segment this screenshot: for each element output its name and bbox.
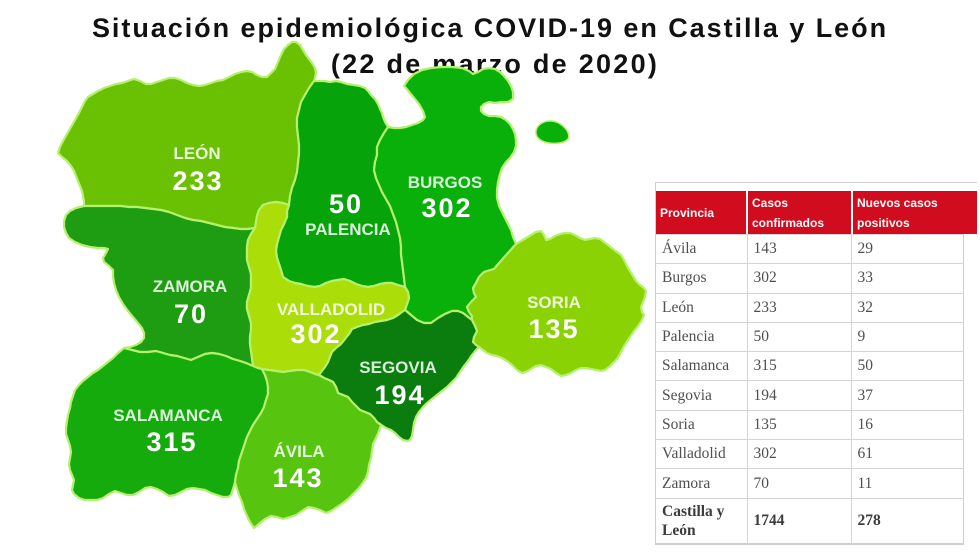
- svg-text:SEGOVIA: SEGOVIA: [359, 358, 436, 377]
- svg-text:ÁVILA: ÁVILA: [274, 442, 325, 461]
- svg-text:SORIA: SORIA: [527, 293, 581, 312]
- svg-text:50: 50: [329, 189, 363, 219]
- svg-text:PALENCIA: PALENCIA: [305, 220, 391, 239]
- svg-text:SALAMANCA: SALAMANCA: [113, 406, 223, 425]
- svg-text:143: 143: [272, 463, 323, 493]
- svg-text:315: 315: [146, 427, 197, 457]
- svg-text:302: 302: [290, 319, 341, 349]
- svg-text:194: 194: [374, 380, 425, 410]
- svg-text:BURGOS: BURGOS: [408, 173, 483, 192]
- svg-text:LEÓN: LEÓN: [173, 144, 220, 163]
- svg-text:70: 70: [174, 299, 208, 329]
- svg-text:VALLADOLID: VALLADOLID: [277, 300, 385, 319]
- svg-text:302: 302: [421, 193, 472, 223]
- svg-text:135: 135: [528, 314, 579, 344]
- svg-text:ZAMORA: ZAMORA: [153, 277, 228, 296]
- svg-text:233: 233: [172, 166, 223, 196]
